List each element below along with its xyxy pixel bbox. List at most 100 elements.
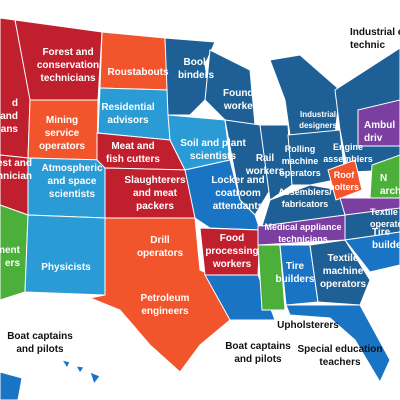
label-line: fish cutters xyxy=(106,154,160,165)
state-label: Tire builders xyxy=(276,261,315,285)
label-line: ment xyxy=(0,245,21,256)
label-line: Engine xyxy=(333,142,363,152)
state xyxy=(99,31,169,91)
label-line: d xyxy=(12,98,18,109)
label-line: engineers xyxy=(141,306,189,317)
label-line: operators xyxy=(137,248,184,259)
label-line: Assemblers/ xyxy=(278,187,332,197)
labels: Forest and conservation technicians Roustab… xyxy=(0,27,400,368)
label-line: Special education xyxy=(297,344,382,355)
label-line: operators xyxy=(320,279,367,290)
label-line: workers xyxy=(223,101,263,112)
state-label: Industrial designers xyxy=(299,110,337,130)
state-label: Residential advisors xyxy=(101,102,155,126)
label-line: Roof xyxy=(334,170,355,180)
state xyxy=(344,231,400,273)
state xyxy=(327,159,363,201)
state xyxy=(88,217,233,373)
label-line: Physicists xyxy=(41,262,91,273)
label-line: Meat and xyxy=(111,141,154,152)
label-line: coatroom xyxy=(215,188,261,199)
label-line: technic xyxy=(350,40,385,51)
label-line: Industrial xyxy=(300,110,336,119)
label-line: machine xyxy=(282,156,319,166)
state-label: Forest and conservation technicians xyxy=(37,47,99,84)
label-line: fabricators xyxy=(282,199,329,209)
state xyxy=(357,99,400,147)
label-line: est and xyxy=(0,158,32,169)
state xyxy=(369,154,400,199)
state-label: Food processing workers xyxy=(205,233,258,270)
label-line: Tire xyxy=(372,227,391,238)
label-line: technicians xyxy=(278,234,328,244)
state-label: Boat captains and pilots xyxy=(225,341,291,365)
state-label: Atmospheric and space scientists xyxy=(41,163,103,200)
label-line: Petroleum xyxy=(141,293,190,304)
label-line: Forest and xyxy=(42,47,93,58)
label-line: operators xyxy=(39,141,86,152)
label-line: Textile e xyxy=(370,207,400,217)
state xyxy=(89,371,101,386)
label-line: Mining xyxy=(46,115,78,126)
state-label: est and technician xyxy=(0,158,32,182)
label-line: Rolling xyxy=(285,144,316,154)
state-label: Mining service operators xyxy=(39,115,86,152)
label-line: Soil and plant xyxy=(180,138,246,149)
state-label: d and ians xyxy=(0,98,18,135)
label-line: service xyxy=(45,128,80,139)
label-line: conservation xyxy=(37,60,99,71)
state xyxy=(257,244,286,311)
state-label: Tire builder xyxy=(372,227,400,251)
label-line: arch xyxy=(380,186,400,197)
label-line: and space xyxy=(48,176,97,187)
label-line: builders xyxy=(276,274,315,285)
label-line: workers xyxy=(245,166,285,177)
label-line: teachers xyxy=(319,357,361,368)
label-line: and meat xyxy=(133,188,178,199)
label-line: Ambul xyxy=(364,120,395,131)
label-line: and xyxy=(0,111,18,122)
label-line: scientists xyxy=(190,151,237,162)
label-line: N xyxy=(380,173,387,184)
label-line: scientists xyxy=(49,189,96,200)
state xyxy=(60,359,71,370)
label-line: operator xyxy=(370,219,400,229)
label-line: Residential xyxy=(101,102,155,113)
states xyxy=(0,17,400,400)
label-line: Boat captains xyxy=(7,331,73,342)
label-line: assemblers xyxy=(323,154,373,164)
state-label: Ambul driv xyxy=(364,120,395,144)
state-label: Drill operators xyxy=(137,235,184,259)
label-line: Locker and xyxy=(211,175,264,186)
state-label: Textile e operator xyxy=(370,207,400,229)
state xyxy=(344,207,400,241)
label-line: Upholsterers xyxy=(277,320,339,331)
state-label: Medical appliance technicians xyxy=(264,222,341,244)
label-line: Tire xyxy=(286,261,305,272)
state-label: Foundry workers xyxy=(223,88,264,112)
state-label: Roustabouts xyxy=(107,67,169,78)
label-line: designers xyxy=(299,121,337,130)
state xyxy=(184,159,261,231)
label-line: and pilots xyxy=(234,354,282,365)
state-label: Industrial e technic xyxy=(350,27,400,51)
label-line: ers xyxy=(5,258,20,269)
label-line: operators xyxy=(279,168,321,178)
state xyxy=(224,119,271,216)
label-line: Slaughterers xyxy=(124,175,186,186)
state-label: Upholsterers xyxy=(277,320,339,331)
label-line: driv xyxy=(364,133,383,144)
state-label: Special education teachers xyxy=(297,344,382,368)
label-line: machine xyxy=(323,266,364,277)
state-label: Textile machine operators xyxy=(320,253,367,290)
state-label: Meat and fish cutters xyxy=(106,141,160,165)
label-line: Medical appliance xyxy=(264,222,341,232)
state-label: Locker and coatroom attendants xyxy=(211,175,264,212)
label-line: packers xyxy=(136,201,174,212)
label-line: advisors xyxy=(107,115,149,126)
state xyxy=(204,274,276,321)
label-line: Food xyxy=(220,233,244,244)
label-line: Drill xyxy=(150,235,170,246)
state xyxy=(285,304,391,384)
